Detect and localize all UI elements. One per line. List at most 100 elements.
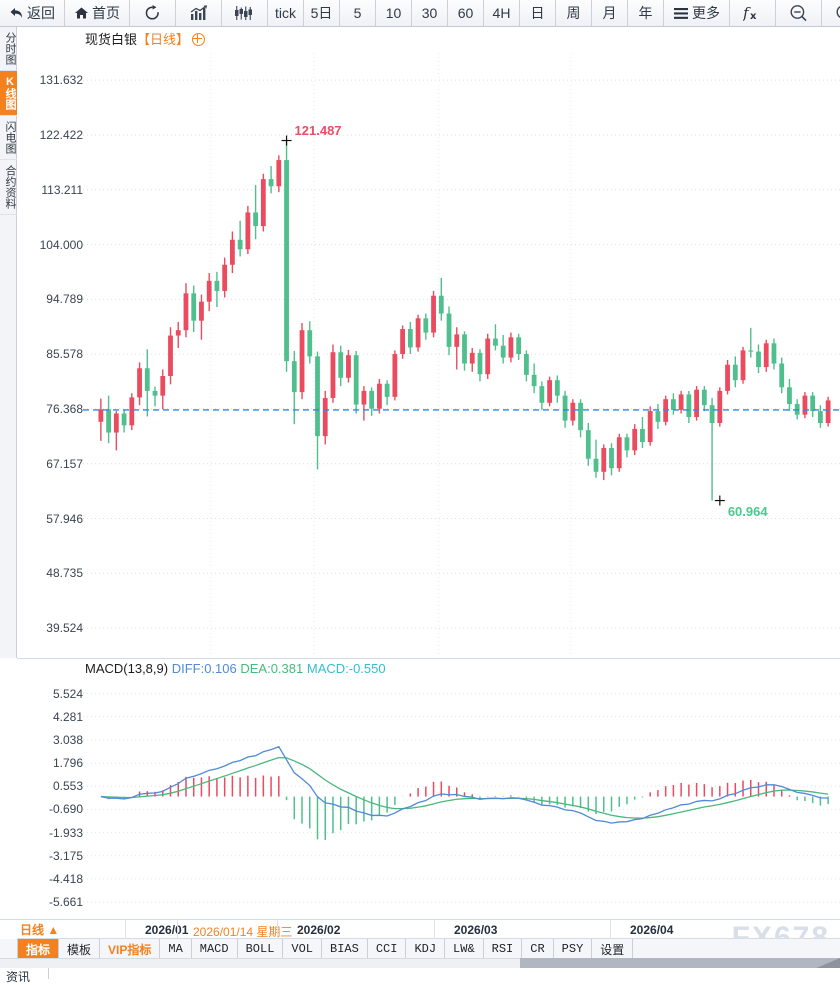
sidebar-item-kline-label: K线图 [4, 76, 16, 110]
sidebar-item-contract-info[interactable]: 合约资料 [0, 160, 17, 215]
period-month-label: 月 [602, 5, 617, 21]
x-axis-divider [277, 920, 278, 939]
macd-y-tick-label: 4.281 [52, 709, 83, 724]
sidebar-item-lightning[interactable]: 闪电图 [0, 116, 17, 160]
period-5-button[interactable]: 5 [340, 0, 376, 26]
period-month-button[interactable]: 月 [592, 0, 628, 26]
indicator-button-bias[interactable]: BIAS [322, 939, 368, 959]
indicator-button-label: MACD [199, 942, 229, 956]
price-chart-panel[interactable]: 现货白银【日线】 131.632 122.422 113.211 104.000 94.… [17, 27, 840, 658]
back-button[interactable]: 返回 [0, 0, 65, 26]
macd-y-tick-label: 5.524 [52, 686, 83, 701]
horizontal-scrollbar-track[interactable] [0, 958, 840, 969]
candlestick-button[interactable] [222, 0, 268, 26]
period-day-label: 日 [530, 5, 545, 21]
back-button-label: 返回 [27, 5, 55, 21]
tick-button[interactable]: tick [268, 0, 304, 26]
chart-trend-icon [189, 5, 209, 21]
price-y-tick-label: 94.789 [46, 292, 83, 307]
x-axis-tick-label: 2026/03 [454, 923, 498, 937]
indicator-button-[interactable]: 指标 [17, 939, 60, 959]
zoom-in-button[interactable] [822, 0, 840, 26]
indicator-button-label: 模板 [67, 942, 92, 957]
period-day-button[interactable]: 日 [520, 0, 556, 26]
macd-header: MACD(13,8,9) DIFF:0.106 DEA:0.381 MACD:-… [85, 661, 386, 676]
back-arrow-icon [9, 6, 24, 20]
indicator-button-boll[interactable]: BOLL [238, 939, 284, 959]
price-y-axis: 131.632 122.422 113.211 104.000 94.789 85.578… [17, 27, 83, 658]
macd-value-label: MACD:-0.550 [306, 661, 386, 676]
price-y-tick-label: 85.578 [46, 347, 83, 362]
resize-grip-icon[interactable] [814, 958, 840, 969]
indicator-button-macd[interactable]: MACD [192, 939, 238, 959]
indicator-button-label: BOLL [245, 942, 275, 956]
x-axis-divider [177, 920, 178, 939]
price-y-tick-label: 76.368 [46, 401, 83, 416]
period-30-button[interactable]: 30 [412, 0, 448, 26]
horizontal-scrollbar-thumb[interactable] [520, 958, 840, 968]
indicator-button-ma[interactable]: MA [160, 939, 192, 959]
formula-button[interactable]: f x [730, 0, 776, 26]
x-axis-tick-label: 2026/02 [297, 923, 341, 937]
crosshair-icon[interactable] [192, 33, 206, 46]
indicator-button-lw[interactable]: LW& [445, 939, 484, 959]
x-axis-divider [434, 920, 435, 939]
period-year-button[interactable]: 年 [628, 0, 664, 26]
period-5-label: 5 [353, 5, 362, 21]
price-y-tick-label: 48.735 [46, 566, 83, 581]
indicator-button-label: 设置 [600, 942, 625, 957]
macd-diff-label: DIFF:0.106 [171, 661, 237, 676]
indicator-button-label: VIP指标 [108, 942, 152, 957]
refresh-icon [144, 5, 161, 21]
period-4h-button[interactable]: 4H [484, 0, 520, 26]
indicator-button-cr[interactable]: CR [522, 939, 554, 959]
period-status-badge[interactable]: 日线 ▲ [20, 923, 60, 937]
chart-title: 现货白银【日线】 [85, 29, 206, 48]
period-5d-button[interactable]: 5日 [304, 0, 340, 26]
sidebar-item-timeshare[interactable]: 分时图 [0, 27, 17, 71]
footer-bar: 资讯 [0, 968, 840, 984]
indicator-button-label: MA [168, 942, 183, 956]
trend-chart-button[interactable] [176, 0, 222, 26]
macd-name-label: MACD(13,8,9) [85, 661, 169, 676]
left-sidebar: 分时图 K线图 闪电图 合约资料 [0, 27, 17, 658]
more-button[interactable]: 更多 [664, 0, 730, 26]
macd-dea-label: DEA:0.381 [240, 661, 304, 676]
sidebar-item-lightning-label: 闪电图 [4, 121, 16, 154]
indicator-button-[interactable]: 模板 [59, 939, 101, 959]
macd-panel[interactable]: MACD(13,8,9) DIFF:0.106 DEA:0.381 MACD:-… [17, 658, 840, 919]
indicator-button-vip[interactable]: VIP指标 [100, 939, 161, 959]
period-60-button[interactable]: 60 [448, 0, 484, 26]
price-y-tick-label: 67.157 [46, 456, 83, 471]
x-axis-tick-label: 2026/01 [145, 923, 189, 937]
sidebar-item-kline[interactable]: K线图 [0, 71, 17, 116]
indicator-button-label: 指标 [26, 942, 51, 957]
indicator-button-rsi[interactable]: RSI [484, 939, 523, 959]
indicator-button-label: PSY [561, 942, 584, 956]
zoom-in-icon [835, 4, 840, 22]
refresh-button[interactable] [130, 0, 176, 26]
indicator-button-[interactable]: 设置 [592, 939, 634, 959]
zoom-out-button[interactable] [776, 0, 822, 26]
period-low-label: 60.964 [727, 503, 768, 519]
price-plot-area[interactable] [83, 27, 840, 658]
indicator-button-vol[interactable]: VOL [283, 939, 323, 959]
indicator-button-kdj[interactable]: KDJ [406, 939, 446, 959]
macd-plot-area[interactable] [83, 659, 840, 919]
indicator-button-psy[interactable]: PSY [554, 939, 593, 959]
x-axis-divider [610, 920, 611, 939]
macd-y-tick-label: -1.933 [48, 825, 83, 840]
top-toolbar: 返回 首页 [0, 0, 840, 27]
tick-label: tick [275, 5, 296, 21]
chart-period-tag: 【日线】 [137, 32, 190, 47]
x-axis: 2026/01 2026/01/14 星期三 2026/02 2026/03 2026/… [17, 919, 840, 939]
price-y-tick-label: 131.632 [39, 73, 83, 88]
indicator-button-cci[interactable]: CCI [368, 939, 407, 959]
footer-tab-news[interactable]: 资讯 [6, 970, 31, 984]
home-button[interactable]: 首页 [65, 0, 130, 26]
candlestick-icon [234, 5, 256, 21]
indicator-toolbar: 指标 模板 VIP指标 MA MACD BOLL VOL BIAS CCI KDJ LW& RSI CR… [0, 939, 840, 960]
period-week-label: 周 [566, 5, 581, 21]
period-10-button[interactable]: 10 [376, 0, 412, 26]
period-week-button[interactable]: 周 [556, 0, 592, 26]
